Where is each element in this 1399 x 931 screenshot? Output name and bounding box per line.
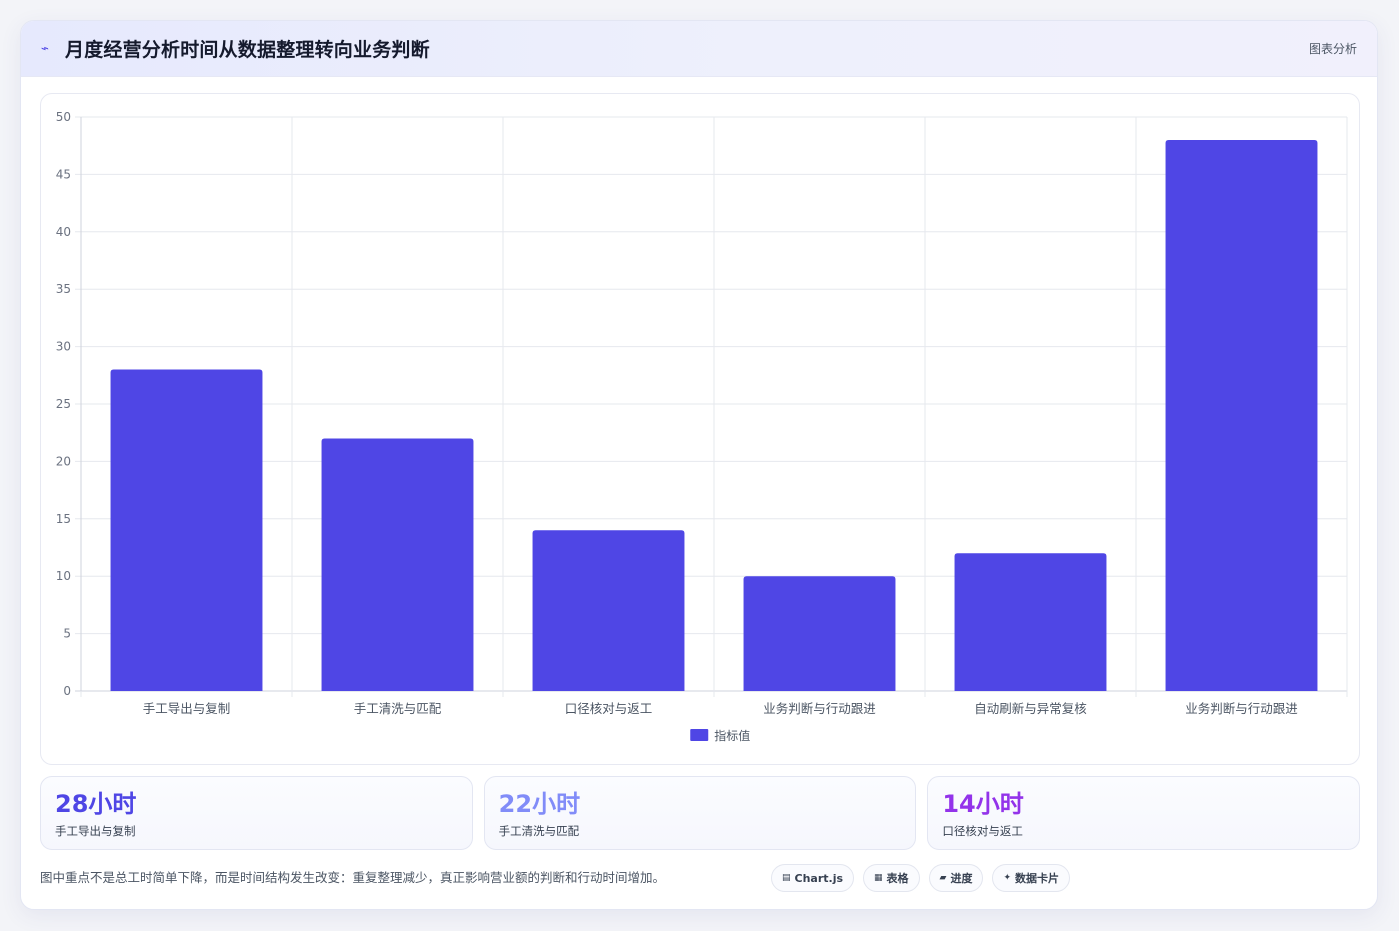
stat-label: 口径核对与返工 — [942, 824, 1023, 838]
bar — [532, 530, 685, 691]
chip-data-card[interactable]: ✦ 数据卡片 — [992, 864, 1071, 892]
bar — [954, 553, 1107, 691]
y-tick-label: 35 — [56, 282, 71, 296]
stat-card-1: 28小时 手工导出与复制 — [40, 776, 473, 850]
tech-chips: ▤ Chart.js ▦ 表格 ▰ 进度 ✦ 数据卡片 — [771, 864, 1071, 892]
stat-card-2: 22小时 手工清洗与匹配 — [483, 776, 917, 850]
chart-analysis-tag: 图表分析 — [1308, 42, 1357, 56]
x-tick-label: 业务判断与行动跟进 — [1185, 701, 1298, 716]
y-tick-label: 5 — [63, 627, 71, 641]
table-icon: ▦ — [874, 873, 883, 883]
y-tick-label: 45 — [56, 167, 71, 181]
trend-icon: ⌁ — [39, 40, 51, 58]
footer: 图中重点不是总工时简单下降，而是时间结构发生改变：重复整理减少，真正影响营业额的… — [40, 864, 1360, 894]
chip-label: 表格 — [886, 872, 909, 885]
bar — [743, 576, 896, 691]
stat-cards: 28小时 手工导出与复制 22小时 手工清洗与匹配 14小时 口径核对与返工 — [40, 776, 1361, 850]
stat-value: 28小时 — [55, 790, 137, 818]
progress-icon: ▰ — [939, 873, 947, 883]
chart-panel: 0 5 10 15 20 25 30 35 40 45 50 手工导出与复制 手工清洗与匹配 口径核对与返… — [40, 93, 1360, 765]
y-tick-label: 10 — [56, 569, 71, 583]
chip-label: 进度 — [950, 872, 973, 885]
stat-value: 14小时 — [942, 790, 1024, 818]
y-tick-label: 15 — [56, 512, 71, 526]
x-tick-label: 自动刷新与异常复核 — [974, 701, 1087, 716]
title-wrap: ⌁ 月度经营分析时间从数据整理转向业务判断 — [39, 35, 430, 62]
x-tick-label: 手工清洗与匹配 — [354, 701, 442, 716]
y-tick-label: 25 — [56, 397, 71, 411]
analysis-card: ⌁ 月度经营分析时间从数据整理转向业务判断 图表分析 0 5 10 15 20 25 30 3… — [20, 20, 1378, 910]
chip-progress[interactable]: ▰ 进度 — [928, 864, 984, 892]
footer-note: 图中重点不是总工时简单下降，而是时间结构发生改变：重复整理减少，真正影响营业额的… — [40, 870, 666, 885]
bar — [110, 369, 263, 691]
y-tick-label: 30 — [56, 340, 71, 354]
y-tick-label: 0 — [63, 684, 71, 698]
sparkle-icon: ✦ — [1003, 873, 1012, 883]
y-tick-label: 40 — [56, 225, 71, 239]
stat-card-3: 14小时 口径核对与返工 — [927, 776, 1361, 850]
legend-label: 指标值 — [714, 728, 750, 743]
chip-chartjs[interactable]: ▤ Chart.js — [771, 864, 855, 892]
stat-label: 手工清洗与匹配 — [498, 824, 580, 838]
chart-icon: ▤ — [782, 873, 791, 883]
card-header: ⌁ 月度经营分析时间从数据整理转向业务判断 图表分析 — [21, 21, 1377, 77]
bar-chart: 0 5 10 15 20 25 30 35 40 45 50 手工导出与复制 手工清洗与匹配 口径核对与返… — [56, 110, 1348, 743]
stat-value: 22小时 — [498, 790, 581, 818]
x-tick-label: 手工导出与复制 — [143, 701, 231, 716]
x-tick-label: 口径核对与返工 — [565, 701, 653, 716]
legend-swatch — [690, 729, 709, 741]
y-tick-label: 20 — [56, 454, 71, 468]
chip-label: Chart.js — [794, 871, 844, 885]
bar — [321, 438, 474, 691]
x-tick-label: 业务判断与行动跟进 — [763, 701, 876, 716]
y-tick-label: 50 — [56, 110, 71, 124]
chip-table[interactable]: ▦ 表格 — [863, 864, 920, 892]
chip-label: 数据卡片 — [1015, 872, 1060, 885]
stat-label: 手工导出与复制 — [55, 824, 136, 838]
bar — [1165, 139, 1318, 692]
page-title: 月度经营分析时间从数据整理转向业务判断 — [65, 39, 430, 61]
